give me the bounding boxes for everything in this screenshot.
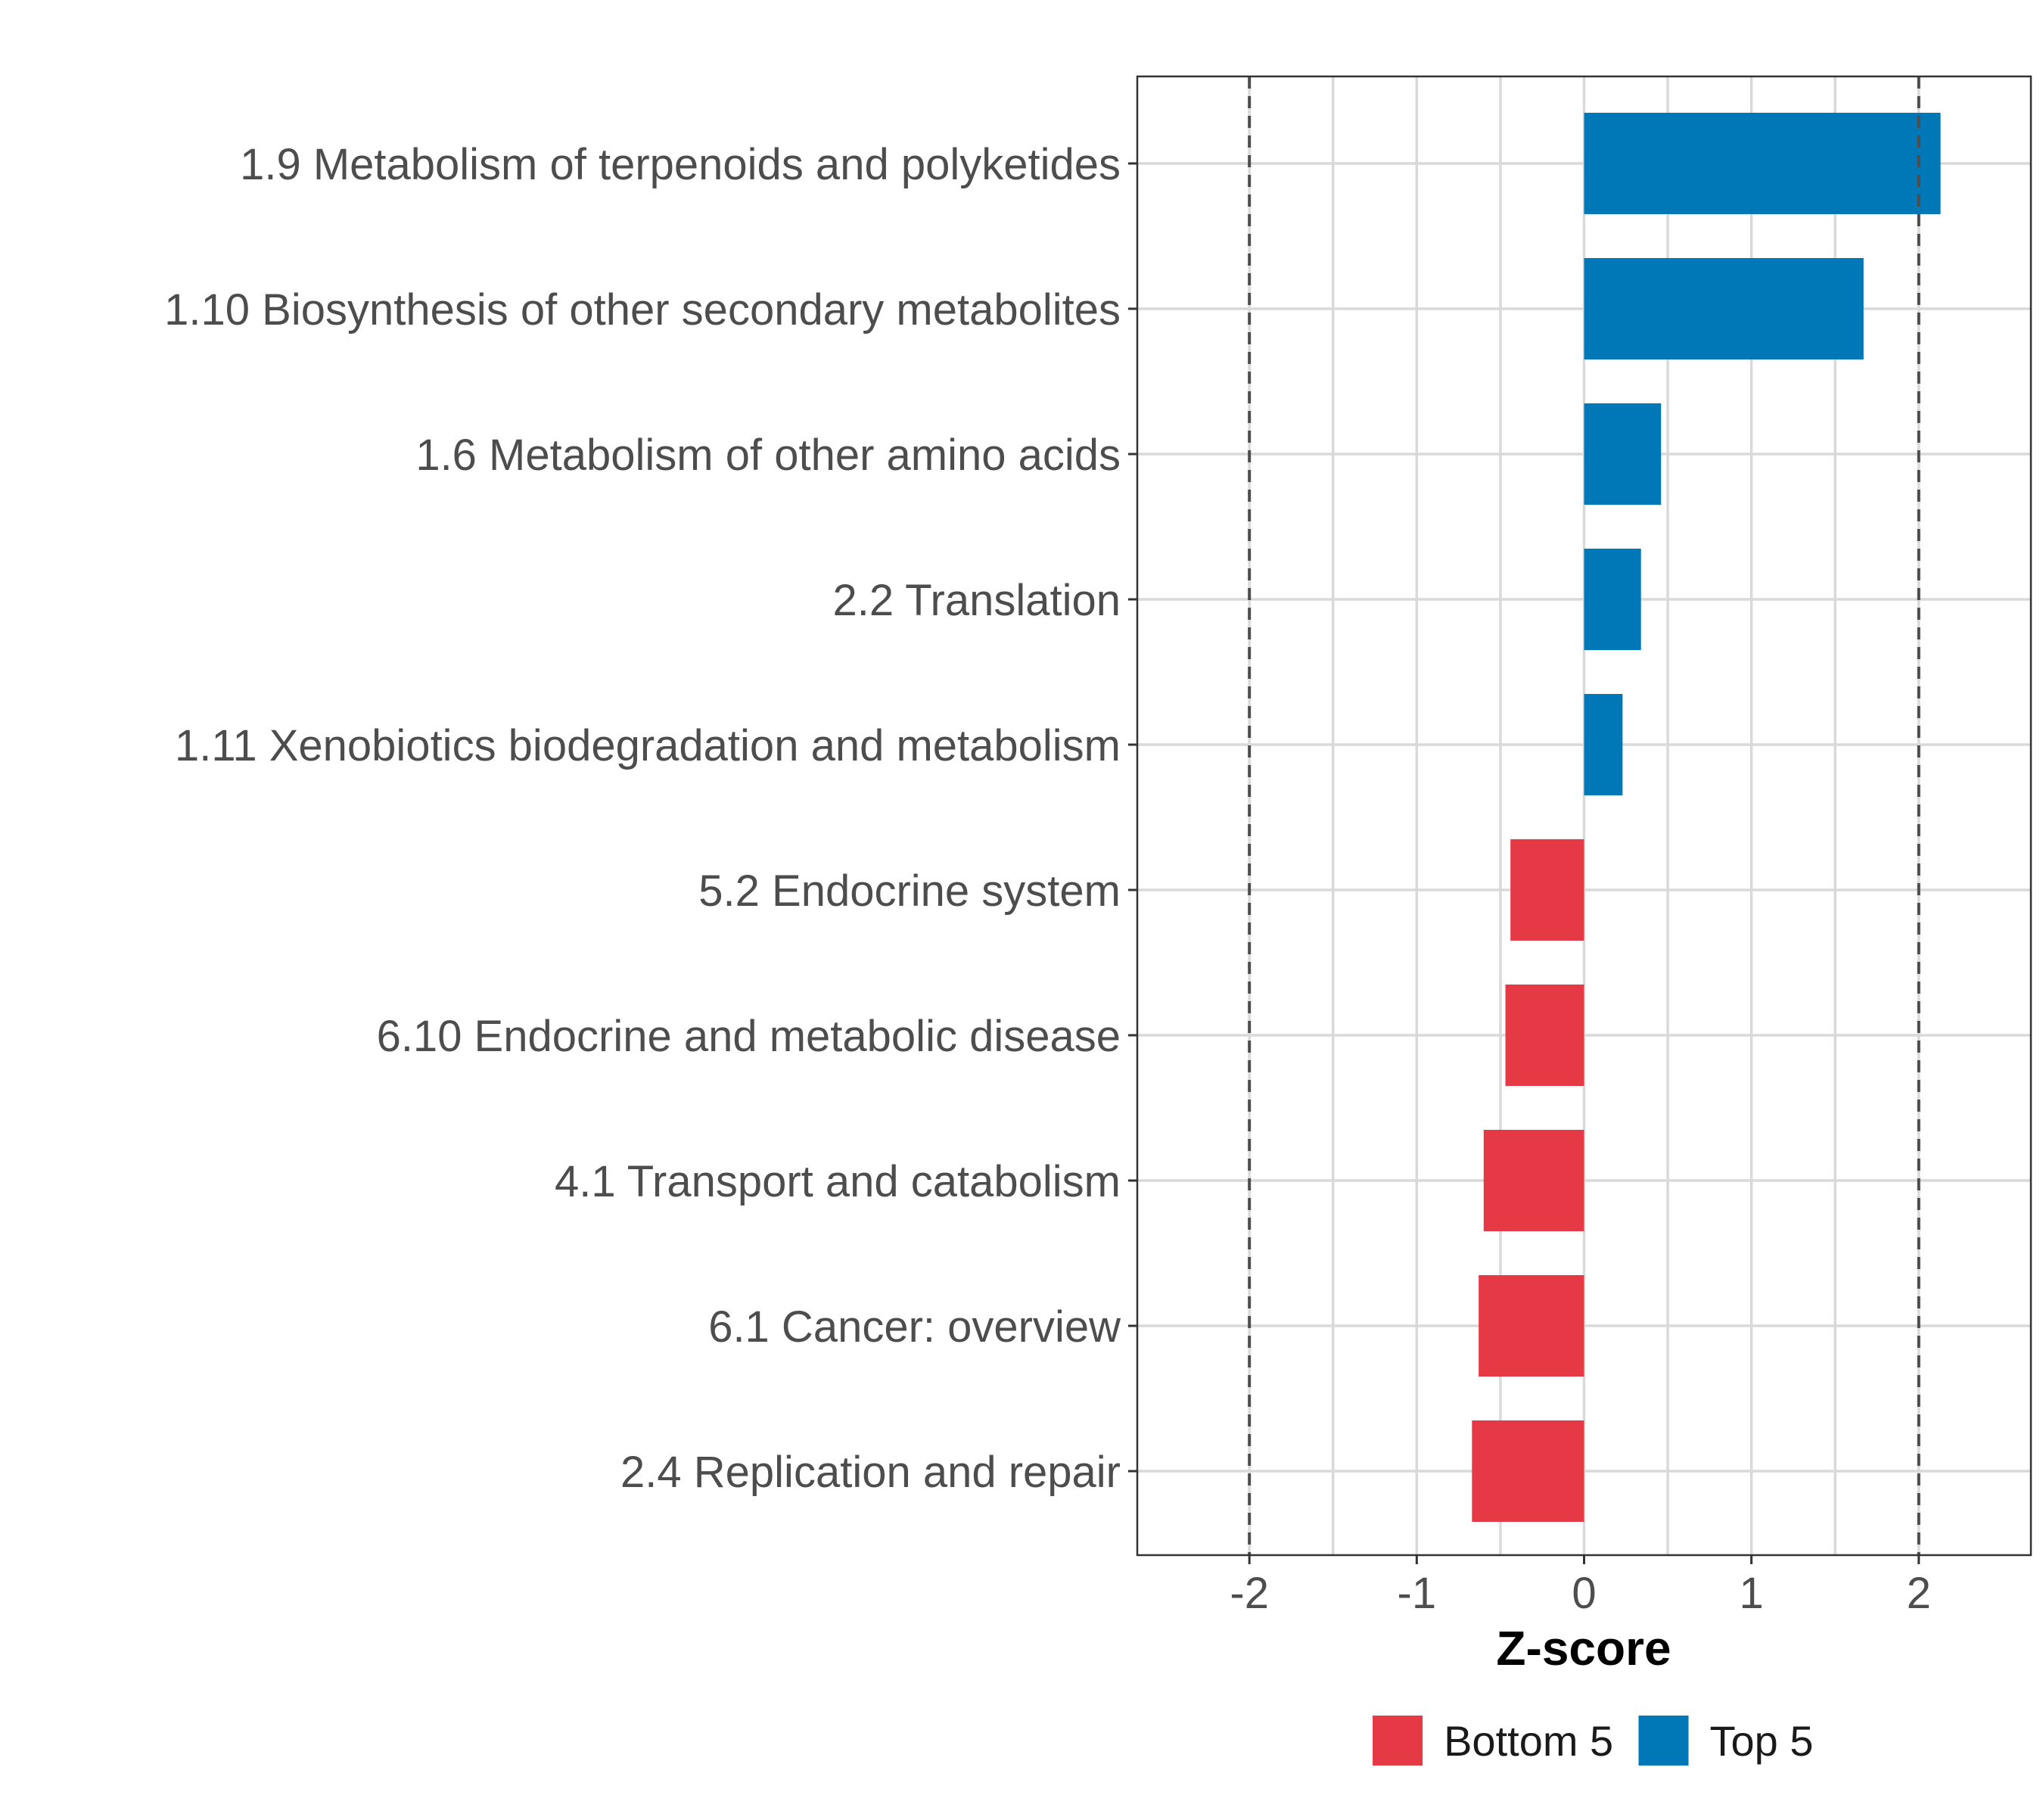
x-axis: -2 -1 0 1 2 xyxy=(1230,1555,1931,1618)
y-tick-label: 6.10 Endocrine and metabolic disease xyxy=(377,1012,1121,1061)
legend-key-bottom-5 xyxy=(1373,1716,1423,1766)
bar-bottom-6 xyxy=(1510,839,1584,941)
y-tick-label: 1.9 Metabolism of terpenoids and polyket… xyxy=(240,140,1121,189)
bar-top-2 xyxy=(1584,258,1864,359)
legend-label: Top 5 xyxy=(1710,1717,1814,1765)
bar-top-3 xyxy=(1584,403,1662,505)
reference-lines xyxy=(1248,76,1920,1555)
legend-key-top-5 xyxy=(1638,1716,1689,1766)
x-tick-label: 2 xyxy=(1907,1569,1931,1618)
bar-top-5 xyxy=(1584,694,1623,795)
y-tick-label: 2.4 Replication and repair xyxy=(620,1448,1121,1497)
x-axis-title: Z-score xyxy=(1496,1621,1671,1675)
bar-bottom-10 xyxy=(1472,1420,1584,1522)
x-tick-label: 1 xyxy=(1740,1569,1764,1618)
x-tick-label: 0 xyxy=(1572,1569,1596,1618)
bar-bottom-8 xyxy=(1483,1130,1584,1231)
y-axis: 1.9 Metabolism of terpenoids and polyket… xyxy=(164,140,1137,1497)
y-tick-label: 6.1 Cancer: overview xyxy=(708,1302,1121,1352)
bar-top-4 xyxy=(1584,549,1641,650)
legend-label: Bottom 5 xyxy=(1444,1717,1613,1765)
y-tick-label: 1.10 Biosynthesis of other secondary met… xyxy=(164,285,1121,334)
x-tick-label: -1 xyxy=(1398,1569,1437,1618)
bar-layer xyxy=(1472,113,1941,1522)
y-tick-label: 4.1 Transport and catabolism xyxy=(555,1157,1121,1206)
y-tick-label: 5.2 Endocrine system xyxy=(698,866,1121,916)
bar-bottom-9 xyxy=(1479,1275,1584,1377)
legend: Bottom 5 Top 5 xyxy=(1373,1716,1814,1766)
x-tick-label: -2 xyxy=(1230,1569,1269,1618)
y-tick-label: 2.2 Translation xyxy=(833,576,1121,625)
y-tick-label: 1.6 Metabolism of other amino acids xyxy=(415,431,1121,480)
y-tick-label: 1.11 Xenobiotics biodegradation and meta… xyxy=(175,721,1121,770)
bar-bottom-7 xyxy=(1505,985,1584,1086)
bar-top-1 xyxy=(1584,113,1941,214)
